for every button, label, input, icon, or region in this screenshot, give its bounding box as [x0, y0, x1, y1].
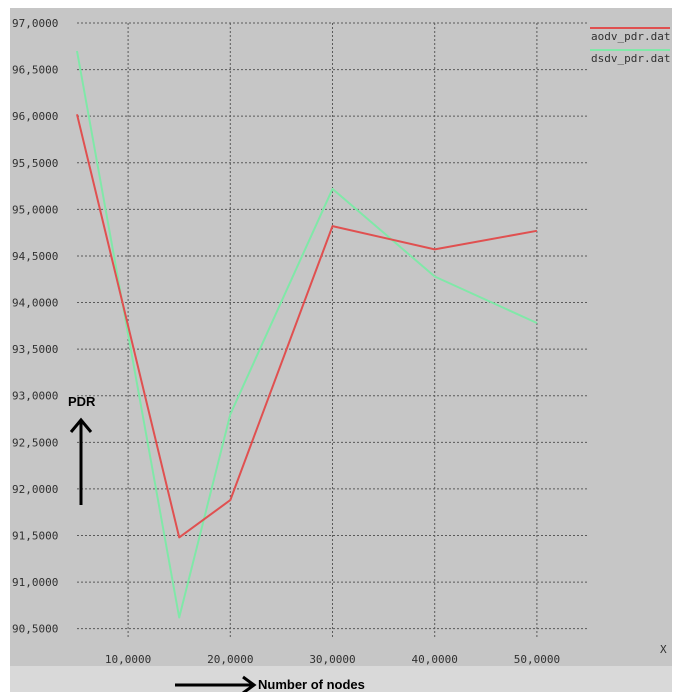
- y-tick-label: 93,5000: [12, 343, 58, 356]
- grid: [77, 22, 588, 638]
- x-tick-label: 50,0000: [514, 653, 560, 666]
- y-tick-label: 94,0000: [12, 297, 58, 310]
- y-tick-label: 97,0000: [12, 17, 58, 30]
- y-tick-label: 92,0000: [12, 483, 58, 496]
- y-tick-label: 95,0000: [12, 203, 58, 216]
- x-axis-marker: X: [660, 643, 667, 656]
- y-axis-annotation: PDR: [68, 394, 96, 505]
- y-tick-label: 96,5000: [12, 64, 58, 77]
- legend-label: aodv_pdr.dat: [591, 30, 670, 43]
- up-arrow-icon: [69, 417, 93, 433]
- series-lines: [76, 50, 538, 619]
- y-tick-label: 93,0000: [12, 390, 58, 403]
- x-tick-label: 10,0000: [105, 653, 151, 666]
- y-tick-label: 92,5000: [12, 436, 58, 449]
- x-axis-label: Number of nodes: [258, 677, 365, 692]
- y-tick-label: 95,5000: [12, 157, 58, 170]
- legend-label: dsdv_pdr.dat: [591, 52, 670, 65]
- x-tick-label: 20,0000: [207, 653, 253, 666]
- series-line-aodv-pdr-dat: [76, 114, 538, 539]
- y-tick-label: 94,5000: [12, 250, 58, 263]
- x-tick-label: 40,0000: [412, 653, 458, 666]
- y-tick-label: 91,0000: [12, 576, 58, 589]
- y-axis-ticks: 97,0000 96,5000 96,0000 95,5000 95,0000 94,50…: [12, 17, 58, 636]
- x-tick-label: 30,0000: [309, 653, 355, 666]
- chart-frame: 97,0000 96,5000 96,0000 95,5000 95,0000 94,50…: [10, 8, 672, 692]
- y-tick-label: 91,5000: [12, 530, 58, 543]
- y-tick-label: 96,0000: [12, 110, 58, 123]
- right-arrow-icon: [242, 675, 257, 692]
- bottom-strip: [10, 666, 672, 692]
- x-axis-annotation: Number of nodes: [175, 675, 365, 692]
- series-line-dsdv-pdr-dat: [76, 50, 538, 619]
- legend: aodv_pdr.dat dsdv_pdr.dat: [590, 27, 670, 65]
- y-axis-label: PDR: [68, 394, 96, 409]
- x-axis-ticks: 10,0000 20,0000 30,0000 40,0000 50,0000: [105, 653, 560, 666]
- y-tick-label: 90,5000: [12, 623, 58, 636]
- line-chart: 97,0000 96,5000 96,0000 95,5000 95,0000 94,50…: [12, 17, 670, 692]
